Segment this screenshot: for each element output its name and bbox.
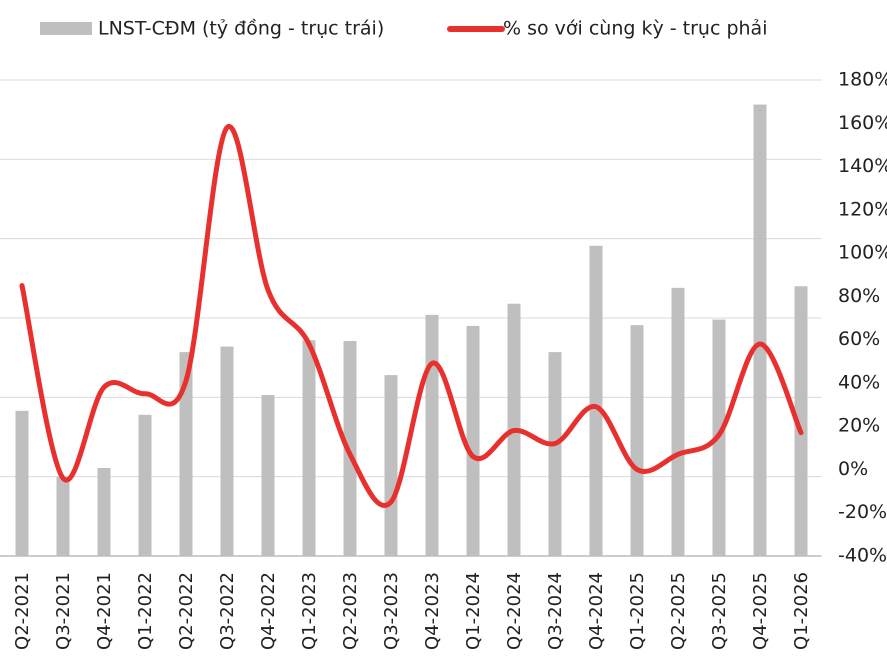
x-tick-label: Q4-2023: [422, 572, 443, 650]
bar: [15, 410, 29, 556]
y2-tick-label: 80%: [838, 285, 880, 307]
bar: [466, 325, 480, 556]
x-tick-label: Q2-2025: [668, 572, 689, 650]
y2-tick-label: 120%: [838, 198, 887, 220]
y2-tick-label: 20%: [838, 415, 880, 437]
y2-tick-label: 0%: [838, 458, 868, 480]
y2-tick-label: 60%: [838, 328, 880, 350]
bar: [261, 394, 275, 556]
bar: [343, 341, 357, 556]
bar: [548, 352, 562, 556]
bar: [56, 476, 70, 556]
bar: [220, 346, 234, 556]
legend-label: % so với cùng kỳ - trục phải: [503, 18, 767, 40]
bar: [425, 314, 439, 556]
bar: [384, 375, 398, 556]
y2-tick-label: 160%: [838, 112, 887, 134]
bar: [753, 104, 767, 557]
y2-tick-label: 40%: [838, 371, 880, 393]
x-tick-label: Q4-2025: [750, 572, 771, 650]
x-tick-label: Q1-2025: [627, 572, 648, 650]
x-tick-label: Q1-2024: [463, 572, 484, 650]
x-tick-label: Q4-2022: [258, 572, 279, 650]
x-tick-label: Q4-2024: [586, 572, 607, 650]
x-tick-label: Q3-2022: [217, 572, 238, 650]
x-tick-label: Q1-2023: [299, 572, 320, 650]
bar: [794, 286, 808, 556]
bar: [138, 414, 152, 556]
bar: [630, 325, 644, 556]
bar: [179, 352, 193, 556]
x-tick-label: Q2-2021: [12, 572, 33, 650]
x-tick-label: Q3-2025: [709, 572, 730, 650]
x-tick-label: Q2-2023: [340, 572, 361, 650]
x-tick-label: Q3-2024: [545, 572, 566, 650]
y2-tick-label: 180%: [838, 69, 887, 91]
legend-label: LNST-CĐM (tỷ đồng - trục trái): [98, 18, 384, 40]
x-tick-label: Q2-2022: [176, 572, 197, 650]
y2-tick-label: 140%: [838, 155, 887, 177]
bar: [671, 287, 685, 556]
legend-swatch: [40, 22, 92, 35]
x-tick-label: Q1-2026: [791, 572, 812, 650]
bar: [97, 467, 111, 556]
x-tick-label: Q4-2021: [94, 572, 115, 650]
y2-tick-label: 100%: [838, 242, 887, 264]
x-tick-label: Q3-2021: [53, 572, 74, 650]
bar: [302, 340, 316, 556]
bar: [589, 245, 603, 556]
y2-tick-label: -40%: [838, 545, 887, 567]
y2-tick-label: -20%: [838, 501, 887, 523]
x-tick-label: Q1-2022: [135, 572, 156, 650]
x-tick-label: Q2-2024: [504, 572, 525, 650]
x-tick-label: Q3-2023: [381, 572, 402, 650]
line: [19, 124, 804, 508]
